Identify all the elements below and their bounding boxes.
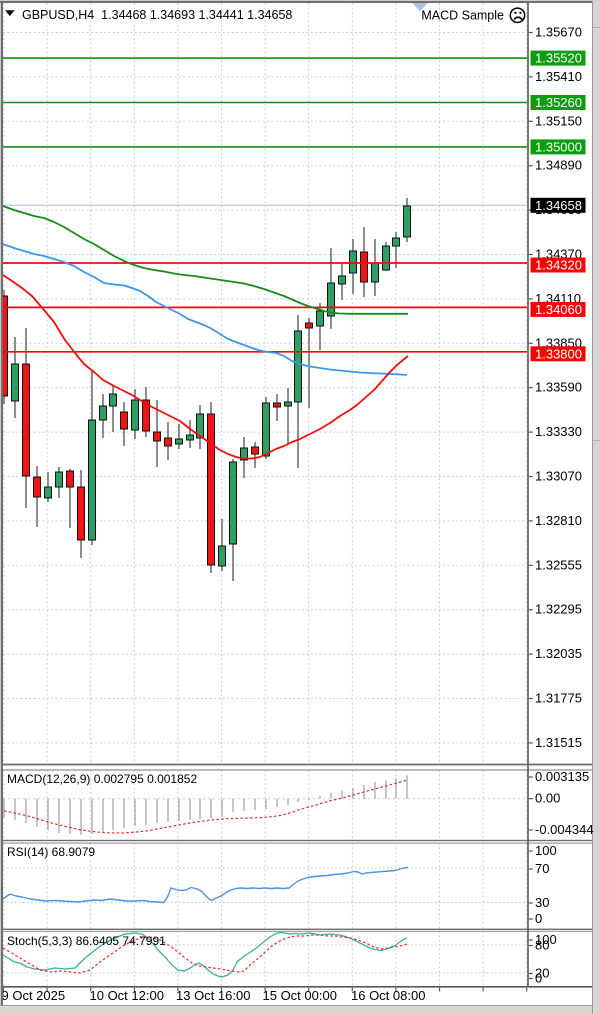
svg-text:30: 30	[535, 895, 549, 910]
svg-text:MACD Sample: MACD Sample	[421, 9, 504, 23]
svg-text:1.32035: 1.32035	[535, 646, 582, 661]
svg-text:13 Oct 16:00: 13 Oct 16:00	[176, 988, 250, 1003]
svg-text:GBPUSD,H4 1.34468 1.34693 1.3: GBPUSD,H4 1.34468 1.34693 1.34441 1.3465…	[22, 8, 292, 22]
svg-text:1.34658: 1.34658	[535, 198, 582, 213]
svg-text:1.35410: 1.35410	[535, 69, 582, 84]
svg-text:MACD(12,26,9) 0.002795 0.00185: MACD(12,26,9) 0.002795 0.001852	[7, 772, 197, 786]
svg-text:1.34060: 1.34060	[535, 302, 582, 317]
svg-text:100: 100	[535, 843, 557, 858]
svg-text:0.003135: 0.003135	[535, 769, 589, 784]
svg-text:20: 20	[535, 966, 549, 981]
svg-text:70: 70	[535, 861, 549, 876]
svg-text:80: 80	[535, 938, 549, 953]
svg-text:0: 0	[535, 971, 542, 986]
svg-text:1.32810: 1.32810	[535, 513, 582, 528]
svg-text:1.32295: 1.32295	[535, 602, 582, 617]
svg-text:1.34320: 1.34320	[535, 258, 582, 273]
svg-text:1.33800: 1.33800	[535, 346, 582, 361]
svg-text:1.35000: 1.35000	[535, 139, 582, 154]
svg-text:Stoch(5,3,3) 86.6405 74.7991: Stoch(5,3,3) 86.6405 74.7991	[7, 934, 166, 948]
svg-text:0.00: 0.00	[535, 791, 560, 806]
svg-text:1.33070: 1.33070	[535, 469, 582, 484]
svg-text:1.32555: 1.32555	[535, 557, 582, 572]
svg-text:1.35150: 1.35150	[535, 113, 582, 128]
svg-text:15 Oct 00:00: 15 Oct 00:00	[263, 988, 337, 1003]
svg-text:9 Oct 2025: 9 Oct 2025	[2, 988, 66, 1003]
svg-text:RSI(14) 68.9079: RSI(14) 68.9079	[7, 845, 95, 859]
svg-text:0: 0	[535, 911, 542, 926]
svg-text:1.33590: 1.33590	[535, 380, 582, 395]
svg-text:10 Oct 12:00: 10 Oct 12:00	[90, 988, 164, 1003]
svg-text:1.35670: 1.35670	[535, 25, 582, 40]
svg-text:1.31515: 1.31515	[535, 735, 582, 750]
svg-text:1.34890: 1.34890	[535, 158, 582, 173]
svg-text:-0.004344: -0.004344	[535, 822, 594, 837]
svg-text:16 Oct 08:00: 16 Oct 08:00	[351, 988, 425, 1003]
svg-text:100: 100	[535, 932, 557, 947]
svg-text:1.33330: 1.33330	[535, 424, 582, 439]
svg-text:1.31775: 1.31775	[535, 691, 582, 706]
svg-text:1.35260: 1.35260	[535, 95, 582, 110]
svg-text:1.35520: 1.35520	[535, 51, 582, 66]
